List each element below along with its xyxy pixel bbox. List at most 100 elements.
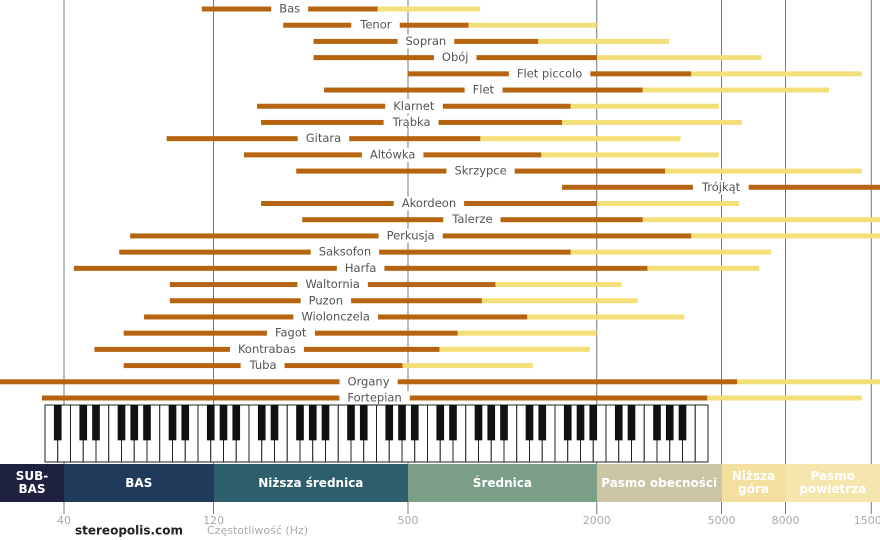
- harmonics-bar: [527, 314, 685, 320]
- black-key: [525, 405, 534, 441]
- harmonics-bar: [647, 265, 760, 271]
- black-key: [449, 405, 457, 441]
- instrument-label: Gitara: [306, 131, 341, 145]
- harmonics-bar: [737, 379, 880, 385]
- black-key: [576, 405, 585, 441]
- label-bg: [297, 277, 368, 292]
- harmonics-bar: [570, 249, 772, 255]
- black-key: [257, 405, 266, 441]
- black-key: [308, 405, 317, 441]
- label-bg: [443, 212, 501, 227]
- harmonics-bar: [377, 6, 481, 12]
- instrument-label: Altówka: [370, 147, 416, 161]
- frequency-band: Niższa góra: [721, 464, 786, 502]
- instrument-label: Perkusja: [387, 228, 435, 242]
- label-bg: [383, 115, 439, 130]
- x-tick-label: 40: [57, 514, 71, 527]
- instrument-label: Fagot: [275, 326, 307, 340]
- black-key: [410, 405, 419, 441]
- instrument-label: Akordeon: [402, 196, 456, 210]
- label-bg: [361, 147, 424, 162]
- black-key: [117, 405, 126, 441]
- source: stereopolis.com: [75, 524, 183, 538]
- black-key: [53, 405, 62, 441]
- label-bg: [393, 196, 465, 211]
- label-bg: [300, 293, 352, 308]
- frequency-band: Średnica: [407, 464, 597, 502]
- label-bg: [508, 66, 591, 81]
- harmonics-bar: [664, 168, 862, 174]
- label-bg: [271, 2, 309, 16]
- label-bg: [397, 34, 455, 49]
- label-bg: [385, 99, 443, 114]
- x-tick-label: 8000: [772, 514, 800, 527]
- label-bg: [351, 18, 400, 33]
- x-tick-label: 500: [397, 514, 418, 527]
- black-key: [398, 405, 406, 441]
- instrument-label: Tenor: [359, 18, 391, 32]
- frequency-band: BAS: [64, 464, 214, 502]
- black-key: [627, 405, 636, 441]
- harmonics-bar: [402, 363, 533, 369]
- black-key: [219, 405, 228, 441]
- black-key: [436, 405, 445, 441]
- instrument-label: Waltornia: [305, 277, 359, 291]
- black-key: [538, 405, 547, 441]
- label-bg: [339, 391, 410, 405]
- black-key: [347, 405, 355, 441]
- black-key: [385, 405, 394, 441]
- x-tick-label: 2000: [583, 514, 611, 527]
- black-key: [487, 405, 496, 441]
- instrument-label: Harfa: [345, 261, 377, 275]
- label-bg: [692, 180, 749, 195]
- label-bg: [464, 83, 503, 98]
- black-key: [563, 405, 572, 441]
- labels: Bas Tenor Sopran Obój Flet piccolo Flet Klarne…: [229, 2, 749, 405]
- black-key: [181, 405, 190, 441]
- harmonics-bar: [538, 38, 670, 44]
- x-axis-label: Częstotliwość (Hz): [207, 524, 308, 537]
- keyboard: [44, 404, 709, 463]
- harmonics-bar: [691, 233, 880, 239]
- instrument-label: Bas: [279, 2, 300, 16]
- instrument-label: Skrzypce: [454, 164, 506, 178]
- instrument-label: Talerze: [451, 212, 492, 226]
- frequency-band: Niższa średnica: [213, 464, 408, 502]
- white-key: [694, 404, 709, 463]
- black-key: [678, 405, 687, 441]
- black-key: [232, 405, 241, 441]
- harmonics-bar: [642, 87, 829, 93]
- label-bg: [297, 131, 350, 146]
- label-bg: [336, 261, 385, 276]
- black-key: [359, 405, 368, 441]
- label-bg: [310, 245, 380, 260]
- black-key: [296, 405, 304, 441]
- instrument-label: Puzon: [309, 293, 343, 307]
- instrument-label: Obój: [442, 50, 469, 64]
- instrument-label: Trójkąt: [701, 180, 741, 194]
- harmonics-bar: [562, 119, 742, 125]
- black-key: [206, 405, 215, 441]
- x-tick-label: 5000: [708, 514, 736, 527]
- label-bg: [293, 309, 378, 324]
- harmonics-bar: [707, 395, 862, 401]
- harmonics-bar: [642, 217, 880, 223]
- instrument-label: Wiolonczela: [301, 309, 370, 323]
- label-bg: [378, 228, 443, 243]
- frequency-band: Pasmo obecności: [596, 464, 722, 502]
- black-key: [79, 405, 88, 441]
- frequency-band: Pasmo powietrza: [785, 464, 880, 502]
- black-key: [92, 405, 100, 441]
- instrument-label: Trąbka: [392, 115, 431, 129]
- label-bg: [446, 164, 515, 179]
- black-key: [270, 405, 279, 441]
- label-bg: [339, 374, 398, 389]
- instrument-label: Saksofon: [319, 245, 371, 259]
- black-key: [614, 405, 623, 441]
- frequency-band: SUB-BAS: [0, 464, 64, 502]
- instrument-label: Kontrabas: [238, 342, 296, 356]
- black-key: [500, 405, 508, 441]
- harmonics-bar: [495, 282, 622, 288]
- black-key: [321, 405, 330, 441]
